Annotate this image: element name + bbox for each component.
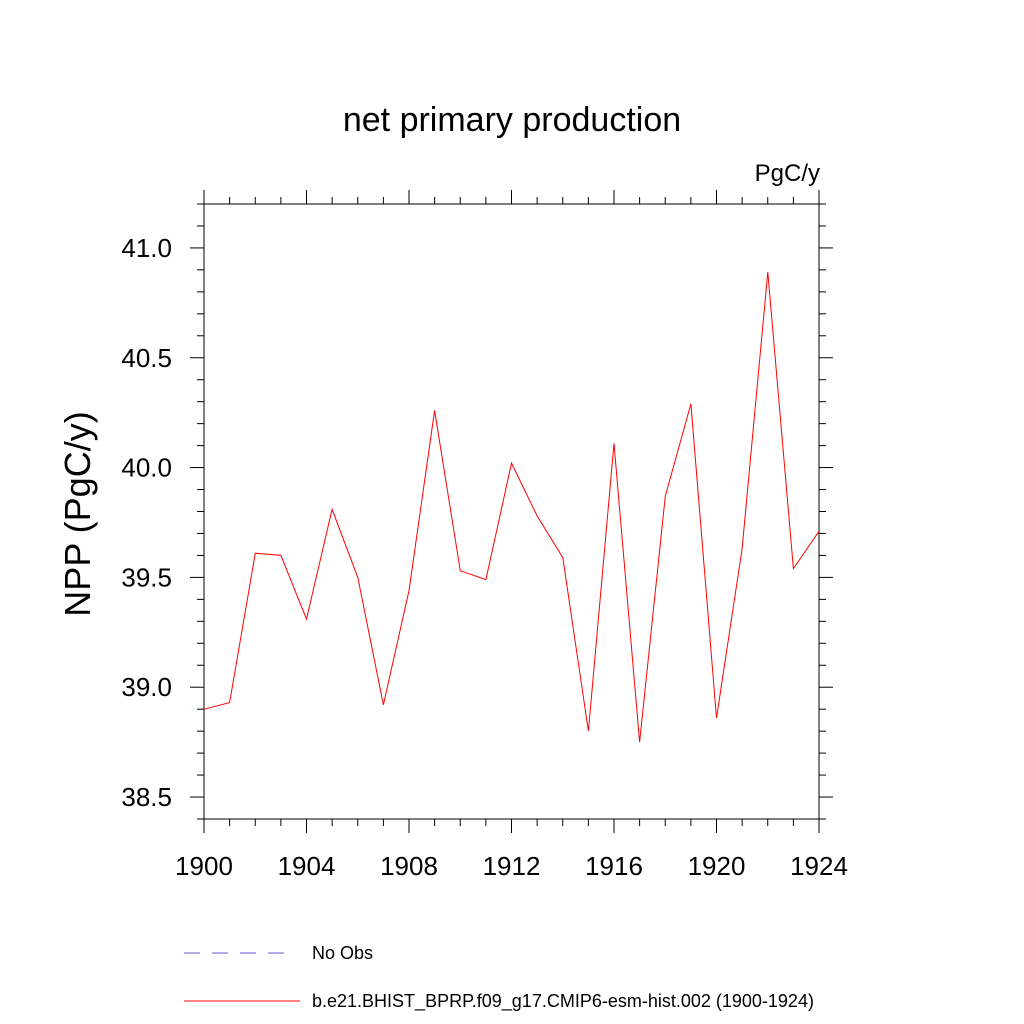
- series-layer: [203, 272, 820, 743]
- y-tick-label: 40.0: [121, 453, 172, 483]
- y-tick-label: 41.0: [121, 233, 172, 263]
- x-tick-label: 1916: [585, 851, 643, 881]
- x-tick-label: 1924: [790, 851, 848, 881]
- x-tick-label: 1912: [483, 851, 541, 881]
- series-line: [203, 272, 820, 743]
- chart-title: net primary production: [343, 101, 681, 139]
- plot-frame: [203, 203, 820, 820]
- legend-label-no-obs: No Obs: [312, 943, 373, 963]
- y-tick-label: 39.0: [121, 672, 172, 702]
- y-axis-ticks: [190, 203, 833, 820]
- legend-label-model: b.e21.BHIST_BPRP.f09_g17.CMIP6-esm-hist.…: [312, 991, 814, 1012]
- x-tick-label: 1908: [380, 851, 438, 881]
- x-tick-label: 1904: [278, 851, 336, 881]
- x-axis-ticks: [203, 190, 820, 833]
- y-tick-label: 38.5: [121, 782, 172, 812]
- y-tick-label: 39.5: [121, 562, 172, 592]
- y-tick-label: 40.5: [121, 343, 172, 373]
- units-label: PgC/y: [755, 160, 820, 187]
- x-axis-tick-labels: 1900 1904 1908 1912 1916 1920 1924: [175, 851, 848, 881]
- y-axis-label: NPP (PgC/y): [57, 411, 98, 616]
- y-axis-tick-labels: 38.5 39.0 39.5 40.0 40.5 41.0: [121, 233, 172, 812]
- x-tick-label: 1900: [175, 851, 233, 881]
- x-tick-label: 1920: [688, 851, 746, 881]
- legend: No Obs b.e21.BHIST_BPRP.f09_g17.CMIP6-es…: [184, 943, 814, 1012]
